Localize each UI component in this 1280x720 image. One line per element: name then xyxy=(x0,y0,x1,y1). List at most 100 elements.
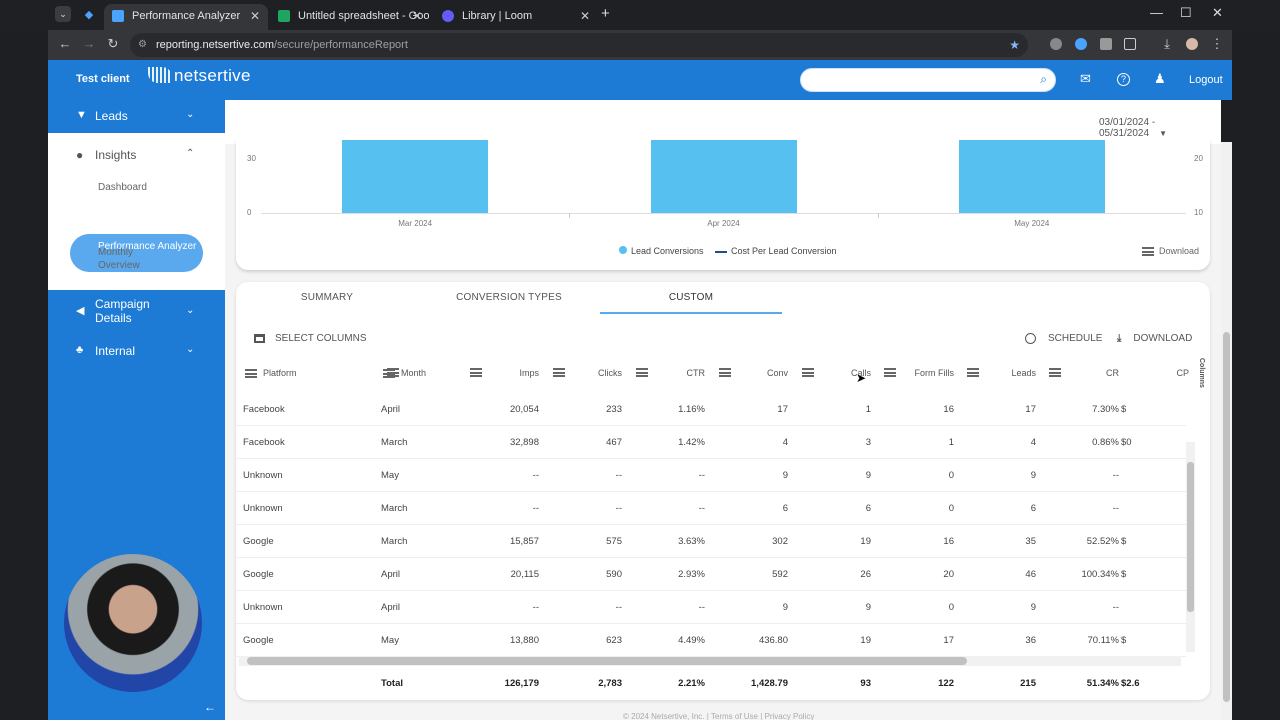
bar-apr-2024[interactable] xyxy=(650,140,797,213)
table-cell: 1 xyxy=(948,437,954,448)
table-row[interactable]: Facebook March 32,898 467 1.42% 4 3 1 4 0.86% $0 xyxy=(236,426,1186,459)
table-cell: $0 xyxy=(1121,437,1132,448)
column-header-month[interactable]: Month xyxy=(383,368,463,379)
page-scrollbar[interactable] xyxy=(1221,142,1232,720)
bookmark-star-icon[interactable]: ★ xyxy=(1009,38,1020,52)
tab-search-button[interactable]: ⌄ xyxy=(55,6,71,22)
search-input[interactable]: ⌕ xyxy=(800,68,1056,92)
reload-icon[interactable]: ↻ xyxy=(107,36,119,51)
table-row[interactable]: Unknown March -- -- -- 6 6 0 6 -- xyxy=(236,492,1186,525)
download-icon[interactable]: ⤓ xyxy=(1164,36,1170,51)
select-columns-button[interactable]: SELECT COLUMNS xyxy=(254,333,367,344)
x-tick-label: May 2024 xyxy=(1014,219,1050,228)
total-cell: $2.6 xyxy=(1121,678,1140,689)
table-cell: 19 xyxy=(860,536,871,547)
tab-spreadsheet[interactable]: Untitled spreadsheet - Google ✕ xyxy=(270,4,430,30)
forward-icon[interactable]: → xyxy=(82,36,96,51)
maximize-icon[interactable]: ☐ xyxy=(1180,5,1192,20)
bar-chart: 30 0 20 10 Mar 2024 Apr 2024 May 2024 xyxy=(236,140,1210,240)
y-left-tick-label: 30 xyxy=(247,154,256,163)
chart-download-button[interactable]: Download xyxy=(1142,246,1199,257)
table-row[interactable]: Google March 15,857 575 3.63% 302 19 16 35 52.52%… xyxy=(236,525,1186,558)
minimize-icon[interactable]: — xyxy=(1150,5,1163,20)
y-left-tick-label: 0 xyxy=(247,208,252,217)
column-header-platform[interactable]: Platform xyxy=(245,368,365,379)
table-cell: 9 xyxy=(865,470,871,481)
close-window-icon[interactable]: ✕ xyxy=(1212,5,1223,20)
search-icon[interactable]: ⌕ xyxy=(1040,72,1047,86)
table-row[interactable]: Unknown April -- -- -- 9 9 0 9 -- xyxy=(236,591,1186,624)
address-bar[interactable]: ⚙ reporting.netsertive.com/secure/perfor… xyxy=(130,33,1028,57)
tab-loom[interactable]: Library | Loom ✕ xyxy=(434,4,598,30)
user-icon[interactable]: ♟ xyxy=(1154,71,1166,86)
sidebar-item-dashboard[interactable]: Dashboard xyxy=(98,182,147,193)
tab-conversion-types[interactable]: CONVERSION TYPES xyxy=(456,292,562,303)
download-icon: ⤓ xyxy=(1117,333,1122,344)
table-body: Facebook April 20,054 233 1.16% 17 1 16 17 7.30% $… xyxy=(236,393,1186,658)
table-cell: 7.30% xyxy=(1092,404,1119,415)
sidebar-item-internal[interactable]: ♣ Internal ⌄ xyxy=(48,344,225,364)
new-tab-icon[interactable]: + xyxy=(601,5,610,22)
extensions-puzzle-icon[interactable] xyxy=(1124,38,1136,50)
extension-icon[interactable] xyxy=(1100,38,1112,50)
extension-gem-icon[interactable] xyxy=(1075,38,1087,50)
sidebar-item-campaign-details[interactable]: ◀ Campaign Details ⌄ xyxy=(48,297,225,327)
extension-icon[interactable] xyxy=(1050,38,1062,50)
sidebar-item-performance-analyzer[interactable]: Performance Analyzer xyxy=(70,234,203,272)
site-info-icon[interactable]: ⚙ xyxy=(138,39,147,50)
help-icon[interactable]: ? xyxy=(1117,73,1130,86)
tab-custom[interactable]: CUSTOM xyxy=(668,292,714,303)
schedule-button[interactable]: SCHEDULE xyxy=(1025,333,1102,344)
download-button[interactable]: ⤓ DOWNLOAD xyxy=(1117,333,1193,344)
table-cell: Google xyxy=(243,536,274,547)
browser-menu-icon[interactable]: ⋮ xyxy=(1210,36,1224,51)
total-cell: 126,179 xyxy=(504,678,539,689)
table-cell: 35 xyxy=(1025,536,1036,547)
sidebar-item-monthly-overview[interactable]: Monthly Overview xyxy=(98,247,140,271)
total-cell: 93 xyxy=(860,678,871,689)
close-tab-icon[interactable]: ✕ xyxy=(411,9,422,23)
netsertive-logo[interactable]: netsertive xyxy=(148,66,251,86)
table-cell: -- xyxy=(532,503,539,514)
close-tab-icon[interactable]: ✕ xyxy=(249,9,260,23)
bar-may-2024[interactable] xyxy=(958,140,1105,213)
table-cell: 20,115 xyxy=(510,569,539,580)
table-cell: 3 xyxy=(865,437,871,448)
mail-icon[interactable]: ✉ xyxy=(1080,71,1091,86)
legend-cost-per-lead[interactable]: Cost Per Lead Conversion xyxy=(715,246,837,256)
table-cell: 9 xyxy=(1030,470,1036,481)
table-cell: -- xyxy=(1112,470,1119,481)
table-row[interactable]: Google May 13,880 623 4.49% 436.80 19 17 36 70.11… xyxy=(236,624,1186,657)
table-row[interactable]: Facebook April 20,054 233 1.16% 17 1 16 17 7.30% $ xyxy=(236,393,1186,426)
table-vertical-scrollbar[interactable] xyxy=(1186,442,1195,652)
table-cell: 2.93% xyxy=(678,569,705,580)
table-row[interactable]: Unknown May -- -- -- 9 9 0 9 -- xyxy=(236,459,1186,492)
table-cell: 15,857 xyxy=(509,536,539,547)
table-row[interactable]: Google April 20,115 590 2.93% 592 26 20 46 100.34… xyxy=(236,558,1186,591)
chevron-up-icon[interactable]: ⌃ xyxy=(186,148,195,159)
table-cell: Facebook xyxy=(243,404,285,415)
legend-lead-conversions[interactable]: Lead Conversions xyxy=(619,246,704,256)
back-icon[interactable]: ← xyxy=(58,36,72,51)
pinned-tab-gem-icon[interactable]: ◆ xyxy=(84,9,94,21)
profile-avatar[interactable] xyxy=(1186,38,1198,50)
bar-mar-2024[interactable] xyxy=(342,140,489,213)
columns-panel-toggle[interactable]: Columns xyxy=(1198,358,1205,388)
privacy-link[interactable]: Privacy Policy xyxy=(764,712,815,720)
sidebar-item-leads[interactable]: ▼ Leads ⌄ xyxy=(48,109,225,129)
table-cell: -- xyxy=(532,602,539,613)
sidebar-item-insights[interactable]: Insights xyxy=(95,148,137,162)
logout-link[interactable]: Logout xyxy=(1189,74,1223,86)
collapse-sidebar-icon[interactable]: ← xyxy=(204,700,216,714)
date-range-select[interactable]: 03/01/2024 - 05/31/2024 ▼ xyxy=(1099,117,1167,139)
close-tab-icon[interactable]: ✕ xyxy=(579,9,590,23)
terms-link[interactable]: Terms of Use xyxy=(710,712,758,720)
tab-performance-analyzer[interactable]: Performance Analyzer ✕ xyxy=(104,4,268,30)
table-cell: 436.80 xyxy=(758,635,788,646)
total-cell: 122 xyxy=(938,678,954,689)
legend-swatch xyxy=(715,250,727,253)
table-horizontal-scrollbar[interactable] xyxy=(239,656,1181,666)
tab-summary[interactable]: SUMMARY xyxy=(300,292,354,303)
table-cell: 0 xyxy=(948,503,954,514)
table-cell: -- xyxy=(698,503,705,514)
